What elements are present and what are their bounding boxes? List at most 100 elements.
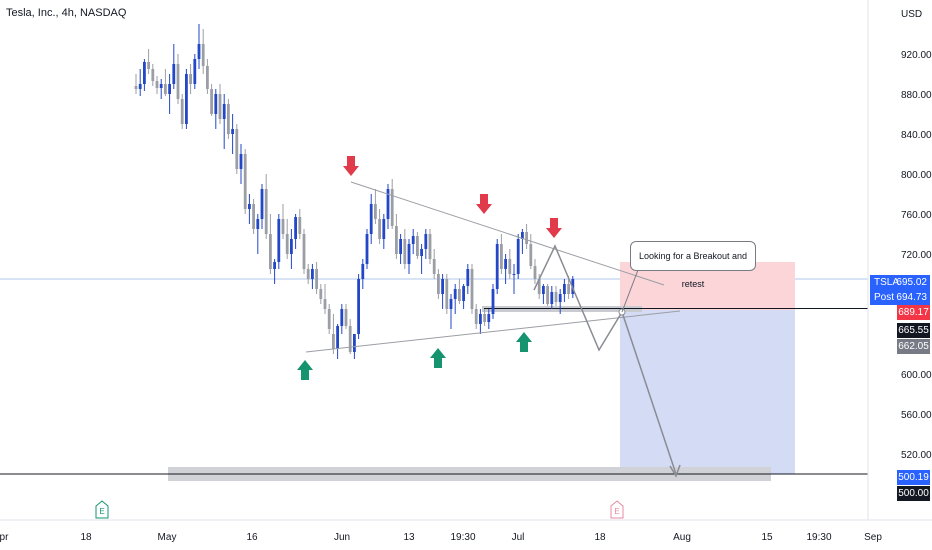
candle-body: [323, 299, 327, 309]
earnings-marker-icon: [610, 500, 624, 519]
annotation-callout[interactable]: Looking for a Breakout and retest: [630, 241, 756, 289]
candle-body: [512, 274, 516, 275]
bearish-arrow-icon: [476, 194, 492, 214]
earnings-marker-label: E: [99, 507, 104, 516]
y-tick-label: 920.00: [901, 50, 932, 61]
x-tick-label: 15: [761, 532, 773, 543]
candle-body: [260, 189, 264, 219]
candle-body: [344, 309, 348, 326]
bearish-arrow-icon: [343, 156, 359, 176]
candle-body: [395, 226, 398, 254]
candle-body: [222, 104, 226, 119]
candle-body: [164, 84, 167, 94]
x-tick-label: 19:30: [806, 532, 831, 543]
candle-body: [508, 259, 512, 274]
candle-body: [369, 204, 373, 234]
bullish-arrow-icon: [297, 360, 313, 380]
price-tag-label: TSLA: [874, 277, 900, 288]
candle-body: [239, 154, 243, 169]
y-tick-label: 520.00: [901, 450, 932, 461]
candle-body: [432, 259, 436, 274]
y-axis-unit: USD: [901, 9, 922, 20]
candle-body: [500, 244, 503, 269]
candle-body: [206, 66, 209, 89]
candle-body: [281, 219, 285, 234]
candle-body: [353, 334, 356, 352]
candle-body: [319, 289, 323, 299]
candle-body: [374, 204, 377, 219]
candle-body: [302, 234, 306, 269]
y-tick-label: 800.00: [901, 170, 932, 181]
price-tag-level: 665.55: [897, 323, 930, 338]
candle-body: [554, 292, 558, 302]
candle-body: [243, 154, 247, 209]
x-tick-label: 18: [80, 532, 92, 543]
candle-body: [491, 289, 495, 314]
candle-body: [248, 204, 251, 209]
price-tag-post: Post 694.73: [870, 290, 930, 305]
bullish-arrow-icon: [516, 332, 532, 352]
candle-body: [483, 314, 486, 322]
candle-body: [462, 286, 465, 301]
x-tick-label: May: [158, 532, 177, 543]
candle-body: [365, 234, 369, 264]
candle-body: [273, 262, 276, 269]
candle-body: [466, 269, 470, 286]
candle-body: [332, 334, 335, 349]
candle-body: [327, 309, 331, 329]
candle-body: [235, 129, 239, 169]
candle-body: [256, 219, 260, 229]
y-tick-label: 880.00: [901, 90, 932, 101]
candle-body: [336, 326, 339, 349]
price-tag-resistance: 689.17: [897, 305, 930, 320]
candle-body: [537, 279, 541, 294]
candle-body: [441, 279, 444, 294]
candle-body: [525, 232, 528, 244]
candle-body: [340, 309, 344, 326]
candle-body: [231, 129, 234, 134]
candle-body: [176, 64, 180, 99]
candle-body: [298, 217, 302, 234]
candle-body: [495, 244, 499, 289]
x-tick-label: 13: [403, 532, 415, 543]
x-tick-label: 19:30: [450, 532, 475, 543]
candle-body: [290, 239, 293, 254]
candle-body: [453, 289, 457, 299]
y-tick-label: 760.00: [901, 210, 932, 221]
candle-body: [504, 259, 507, 269]
candle-body: [151, 69, 155, 81]
candle-body: [185, 74, 188, 124]
candle-body: [134, 86, 138, 89]
candle-body: [180, 99, 184, 124]
candle-body: [542, 286, 545, 294]
x-tick-label: Sep: [864, 532, 882, 543]
x-tick-label: 18: [594, 532, 606, 543]
price-tag-target: 500.19: [897, 470, 930, 485]
candle-body: [294, 217, 297, 239]
candle-body: [546, 286, 549, 304]
price-tag-support: 500.00: [897, 486, 930, 501]
candle-body: [521, 232, 524, 239]
x-tick-label: Aug: [673, 532, 691, 543]
candle-body: [159, 84, 163, 88]
candle-body: [264, 189, 268, 234]
candle-body: [567, 284, 570, 294]
candle-body: [168, 84, 171, 94]
bearish-arrow-icon: [546, 218, 562, 238]
candle-body: [487, 314, 491, 322]
candle-body: [214, 94, 218, 114]
candle-body: [558, 294, 562, 302]
candle-body: [449, 299, 453, 309]
candle-body: [197, 44, 201, 59]
candle-body: [189, 74, 192, 84]
candle-body: [378, 219, 381, 239]
bullish-arrow-icon: [430, 348, 446, 368]
candle-body: [210, 89, 213, 114]
candle-body: [424, 234, 428, 249]
candle-body: [516, 239, 520, 274]
candle-body: [411, 236, 415, 244]
price-tag-symbol: TSLA 695.02: [870, 275, 930, 290]
candle-body: [550, 292, 554, 304]
candle-body: [474, 309, 478, 324]
